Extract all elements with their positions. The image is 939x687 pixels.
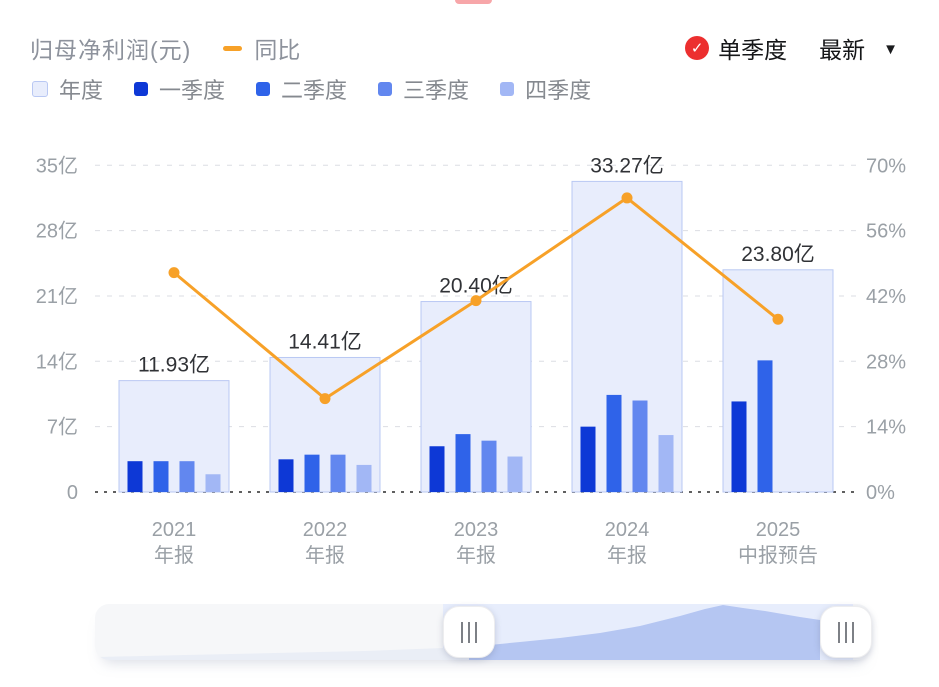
left-axis-tick: 0 — [67, 482, 78, 504]
x-axis-label-year: 2023 — [454, 519, 499, 541]
yoy-line-swatch-icon — [223, 45, 243, 51]
navigator-right-handle[interactable] — [820, 606, 872, 658]
checked-circle-icon[interactable]: ✓ — [685, 36, 710, 60]
left-axis-tick: 35亿 — [36, 154, 78, 177]
left-axis-tick: 7亿 — [47, 416, 78, 439]
navigator-silhouette-selected — [469, 605, 820, 660]
right-axis-tick: 28% — [866, 351, 906, 373]
navigator-left-handle[interactable] — [443, 606, 495, 658]
series-legend: 年度 一季度 二季度 三季度 四季度 — [32, 73, 591, 105]
legend-item-annual[interactable]: 年度 — [32, 73, 103, 105]
single-quarter-toggle[interactable]: 单季度 — [718, 37, 788, 63]
q4-bar-2024[interactable] — [658, 435, 674, 492]
q2-bar-2024[interactable] — [606, 394, 622, 492]
x-axis-label-year: 2021 — [152, 519, 197, 541]
latest-dropdown-label[interactable]: 最新 — [819, 37, 866, 63]
x-axis-label-year: 2024 — [605, 519, 650, 541]
x-axis-label-year: 2025 — [756, 519, 801, 541]
yoy-legend-label[interactable]: 同比 — [254, 37, 301, 63]
legend-label: 二季度 — [281, 78, 348, 103]
x-axis-label-period: 年报 — [456, 544, 496, 567]
q4-bar-2023[interactable] — [507, 456, 523, 492]
legend-item-q3[interactable]: 三季度 — [378, 73, 469, 105]
yoy-point-2024[interactable] — [621, 192, 633, 204]
legend-label: 四季度 — [525, 78, 592, 103]
legend-label: 三季度 — [403, 78, 470, 103]
navigator-area-silhouette — [97, 605, 820, 660]
q1-bar-2024[interactable] — [580, 426, 596, 492]
right-axis-tick: 42% — [866, 286, 906, 308]
q3-bar-2023[interactable] — [481, 440, 497, 492]
x-axis-label-year: 2022 — [303, 519, 348, 541]
yoy-point-2022[interactable] — [319, 393, 331, 405]
q2-swatch-icon — [256, 82, 271, 96]
legend-label: 一季度 — [159, 78, 226, 103]
chart-title: 归母净利润(元) — [30, 37, 192, 63]
q3-bar-2024[interactable] — [632, 400, 648, 492]
grip-lines-icon — [852, 621, 854, 643]
grip-lines-icon — [845, 621, 847, 643]
annual-value-label: 20.40亿 — [439, 275, 513, 298]
q1-bar-2022[interactable] — [278, 459, 294, 492]
chart-header: 归母净利润(元) 同比 — [30, 33, 300, 63]
x-axis-label-period: 年报 — [607, 544, 647, 567]
q1-swatch-icon — [134, 82, 149, 96]
yoy-point-2021[interactable] — [168, 267, 180, 279]
grip-lines-icon — [461, 621, 463, 643]
yoy-point-2023[interactable] — [470, 295, 482, 307]
clipped-red-element — [455, 0, 492, 4]
q3-bar-2022[interactable] — [330, 454, 346, 492]
q2-bar-2023[interactable] — [455, 434, 471, 492]
q4-swatch-icon — [500, 82, 515, 96]
q1-bar-2021[interactable] — [127, 461, 143, 492]
x-axis-label-period: 年报 — [305, 544, 345, 567]
x-axis-label-period: 中报预告 — [738, 544, 818, 567]
q3-bar-2021[interactable] — [179, 461, 195, 492]
legend-label: 年度 — [59, 78, 104, 103]
grip-lines-icon — [468, 621, 470, 643]
right-axis-tick: 70% — [866, 155, 906, 177]
q1-bar-2023[interactable] — [429, 446, 445, 492]
q3-swatch-icon — [378, 82, 393, 96]
grip-lines-icon — [838, 621, 840, 643]
x-axis-label-period: 年报 — [154, 544, 194, 567]
left-axis-tick: 21亿 — [36, 285, 78, 308]
annual-value-label: 11.93亿 — [138, 354, 210, 377]
legend-item-q2[interactable]: 二季度 — [256, 73, 347, 105]
header-controls: ✓ 单季度 最新 ▼ — [685, 33, 898, 63]
navigator-silhouette-deselected — [97, 647, 469, 660]
right-axis-tick: 14% — [866, 417, 906, 439]
yoy-point-2025[interactable] — [772, 313, 784, 325]
legend-item-q1[interactable]: 一季度 — [134, 73, 225, 105]
left-axis-tick: 14亿 — [36, 350, 78, 373]
right-axis-tick: 0% — [866, 482, 895, 504]
q2-bar-2021[interactable] — [153, 461, 169, 492]
right-axis-tick: 56% — [866, 221, 906, 243]
q1-bar-2025[interactable] — [731, 401, 747, 492]
grip-lines-icon — [475, 621, 477, 643]
q4-bar-2022[interactable] — [356, 464, 372, 492]
caret-down-icon[interactable]: ▼ — [883, 40, 898, 58]
annual-value-label: 33.27亿 — [590, 154, 664, 177]
q2-bar-2022[interactable] — [304, 454, 320, 492]
q4-bar-2021[interactable] — [205, 474, 221, 492]
profit-chart-canvas: 0 0% 7亿 14% 14亿 28% 21亿 42% 28亿 56% 35亿 70% 11.93亿 14… — [36, 154, 906, 567]
annual-value-label: 23.80亿 — [741, 243, 815, 266]
annual-swatch-icon — [32, 81, 48, 97]
legend-item-q4[interactable]: 四季度 — [500, 73, 591, 105]
annual-value-label: 14.41亿 — [288, 330, 362, 353]
q2-bar-2025[interactable] — [757, 360, 773, 492]
left-axis-tick: 28亿 — [36, 220, 78, 243]
